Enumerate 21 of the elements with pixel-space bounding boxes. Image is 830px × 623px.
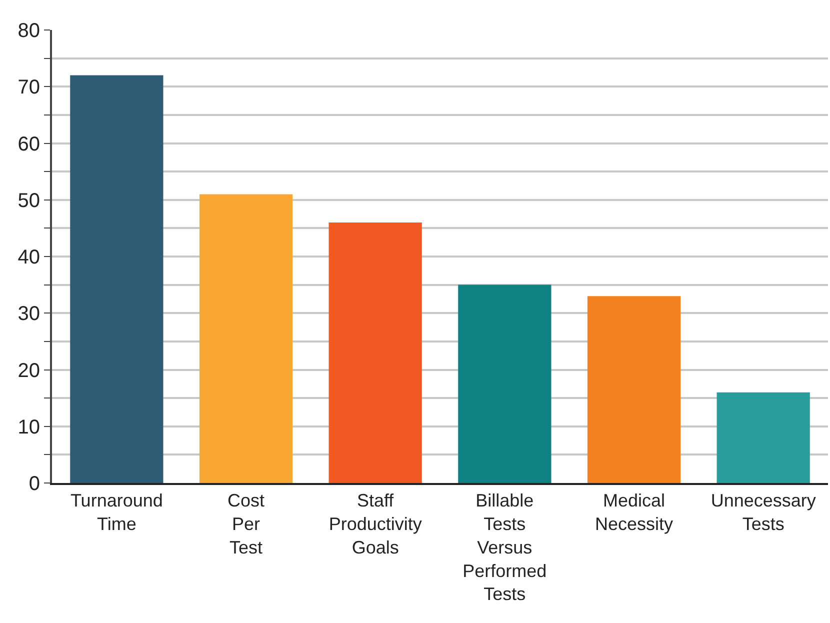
- bar: [70, 75, 164, 483]
- y-tick-label: 20: [18, 360, 40, 382]
- y-tick-label: 80: [18, 20, 40, 42]
- y-tick-label: 50: [18, 190, 40, 212]
- y-tick-label: 0: [28, 473, 40, 495]
- x-tick-label: Cost Per Test: [227, 490, 265, 558]
- y-tick-label: 40: [18, 246, 40, 268]
- x-tick-label: Billable Tests Versus Performed Tests: [462, 490, 547, 604]
- y-tick-label: 60: [18, 133, 40, 156]
- y-tick-label: 30: [18, 303, 40, 326]
- x-tick-label: Turnaround Time: [70, 490, 163, 534]
- x-tick-label: Unnecessary Tests: [710, 490, 816, 534]
- bar: [716, 392, 810, 483]
- y-tick-label: 70: [18, 76, 40, 99]
- bar: [199, 194, 293, 483]
- bar: [328, 222, 422, 483]
- bar: [587, 296, 681, 483]
- y-tick-label: 10: [18, 416, 40, 438]
- x-tick-label: Medical Necessity: [594, 490, 674, 534]
- bar: [458, 284, 552, 483]
- x-tick-label: Staff Productivity Goals: [328, 490, 422, 558]
